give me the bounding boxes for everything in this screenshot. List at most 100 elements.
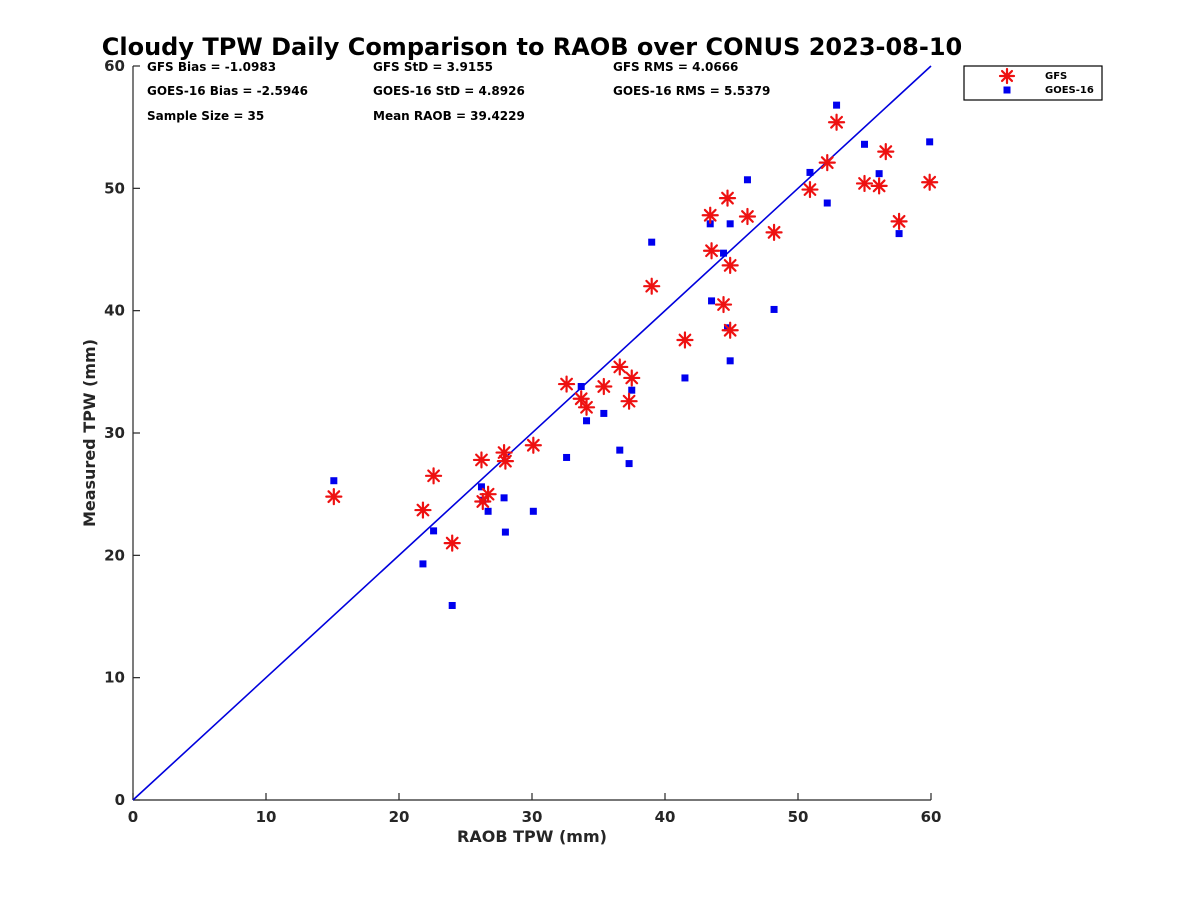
x-tick-label: 60 [921, 808, 942, 826]
gfs-point-stroke [580, 400, 593, 414]
gfs-point [818, 154, 836, 172]
goes16-point [448, 601, 456, 609]
goes16-point [600, 409, 608, 417]
gfs-point-stroke [476, 495, 490, 508]
goes16-point [563, 453, 571, 461]
goes16-point [861, 140, 868, 148]
goes16-point [616, 446, 624, 454]
gfs-point [557, 375, 576, 393]
goes16-point [875, 170, 883, 178]
gfs-point-stroke [872, 179, 886, 193]
gfs-point-stroke [705, 244, 718, 258]
goes16-point [720, 249, 728, 257]
goes16-point [895, 230, 903, 238]
gfs-point-stroke [723, 259, 737, 272]
stat-goes-rms: GOES-16 RMS = 5.5379 [613, 84, 770, 98]
gfs-point [827, 113, 846, 131]
series-goes16 [330, 101, 934, 609]
goes16-point [484, 507, 492, 515]
gfs-point [479, 485, 497, 503]
gfs-point [474, 492, 492, 511]
stat-gfs-rms: GFS RMS = 4.0666 [613, 60, 738, 74]
x-tick-label: 20 [389, 808, 410, 826]
stat-goes-bias: GOES-16 Bias = -2.5946 [147, 84, 308, 98]
stat-mean-raob: Mean RAOB = 39.4229 [373, 109, 525, 123]
goes16-point [648, 238, 656, 246]
legend-goes16-label: GOES-16 [1045, 85, 1094, 96]
y-tick-label: 40 [104, 302, 125, 320]
gfs-point [572, 390, 590, 408]
x-tick-label: 0 [128, 808, 138, 826]
gfs-point [676, 331, 694, 349]
gfs-point [524, 436, 542, 454]
gfs-point-stroke [327, 490, 341, 504]
x-tick-label: 50 [788, 808, 809, 826]
goes16-point [583, 417, 591, 425]
gfs-point-stroke [721, 191, 734, 205]
gfs-point [721, 321, 739, 339]
gfs-point-stroke [820, 156, 834, 170]
goes16-point [419, 560, 427, 568]
legend-goes16-marker [1003, 86, 1011, 94]
gfs-point-stroke [703, 208, 717, 222]
gfs-point-stroke [622, 394, 636, 408]
y-axis-label: Measured TPW (mm) [80, 339, 99, 527]
gfs-point [714, 295, 733, 314]
gfs-point [443, 534, 461, 552]
y-tick-label: 10 [104, 669, 125, 687]
gfs-point-stroke [923, 175, 937, 189]
gfs-point [620, 392, 638, 410]
goes16-point [477, 483, 485, 491]
gfs-point [870, 177, 888, 195]
x-axis-label: RAOB TPW (mm) [457, 827, 607, 846]
gfs-point-stroke [678, 333, 692, 347]
gfs-point [738, 207, 757, 226]
gfs-point [496, 452, 515, 470]
gfs-point-stroke [498, 454, 512, 468]
y-tick-label: 60 [104, 57, 125, 75]
gfs-point [801, 180, 819, 199]
gfs-point-stroke [481, 487, 495, 501]
goes16-point [726, 357, 734, 365]
gfs-point [472, 451, 491, 469]
gfs-point [595, 377, 613, 396]
goes16-point [823, 199, 831, 207]
gfs-point-stroke [416, 503, 430, 517]
gfs-point-stroke [803, 183, 817, 196]
stat-gfs-bias: GFS Bias = -1.0983 [147, 60, 276, 74]
gfs-point-stroke [723, 323, 737, 337]
goes16-point [500, 494, 508, 502]
chart-title: Cloudy TPW Daily Comparison to RAOB over… [102, 33, 962, 61]
stat-gfs-std: GFS StD = 3.9155 [373, 60, 493, 74]
goes16-point [726, 220, 734, 228]
goes16-point [430, 527, 438, 535]
gfs-point [721, 256, 739, 275]
gfs-point-stroke [717, 298, 730, 311]
legend-gfs-asterisk [998, 67, 1016, 85]
gfs-point [611, 358, 629, 376]
gfs-point [702, 242, 721, 260]
stat-goes-std: GOES-16 StD = 4.8926 [373, 84, 525, 98]
gfs-point-stroke [892, 214, 906, 228]
y-ticks: 0 10 20 30 40 50 60 [104, 57, 140, 809]
gfs-point-stroke [526, 438, 540, 452]
gfs-point-stroke [625, 371, 639, 385]
gfs-point [701, 206, 719, 224]
gfs-point-stroke [858, 177, 871, 190]
gfs-point [414, 501, 432, 519]
gfs-point [577, 398, 596, 416]
y-tick-label: 30 [104, 424, 125, 442]
gfs-point-stroke [560, 377, 573, 391]
series-gfs [325, 113, 939, 552]
gfs-point [424, 467, 443, 485]
y-tick-label: 20 [104, 546, 125, 564]
goes16-point [529, 507, 537, 515]
gfs-point [877, 143, 895, 161]
goes16-point [577, 383, 585, 391]
gfs-point [765, 223, 783, 241]
gfs-point [623, 369, 641, 387]
legend-gfs-marker [998, 67, 1016, 85]
goes16-point [628, 386, 636, 394]
x-ticks: 0 10 20 30 40 50 60 [128, 793, 942, 826]
